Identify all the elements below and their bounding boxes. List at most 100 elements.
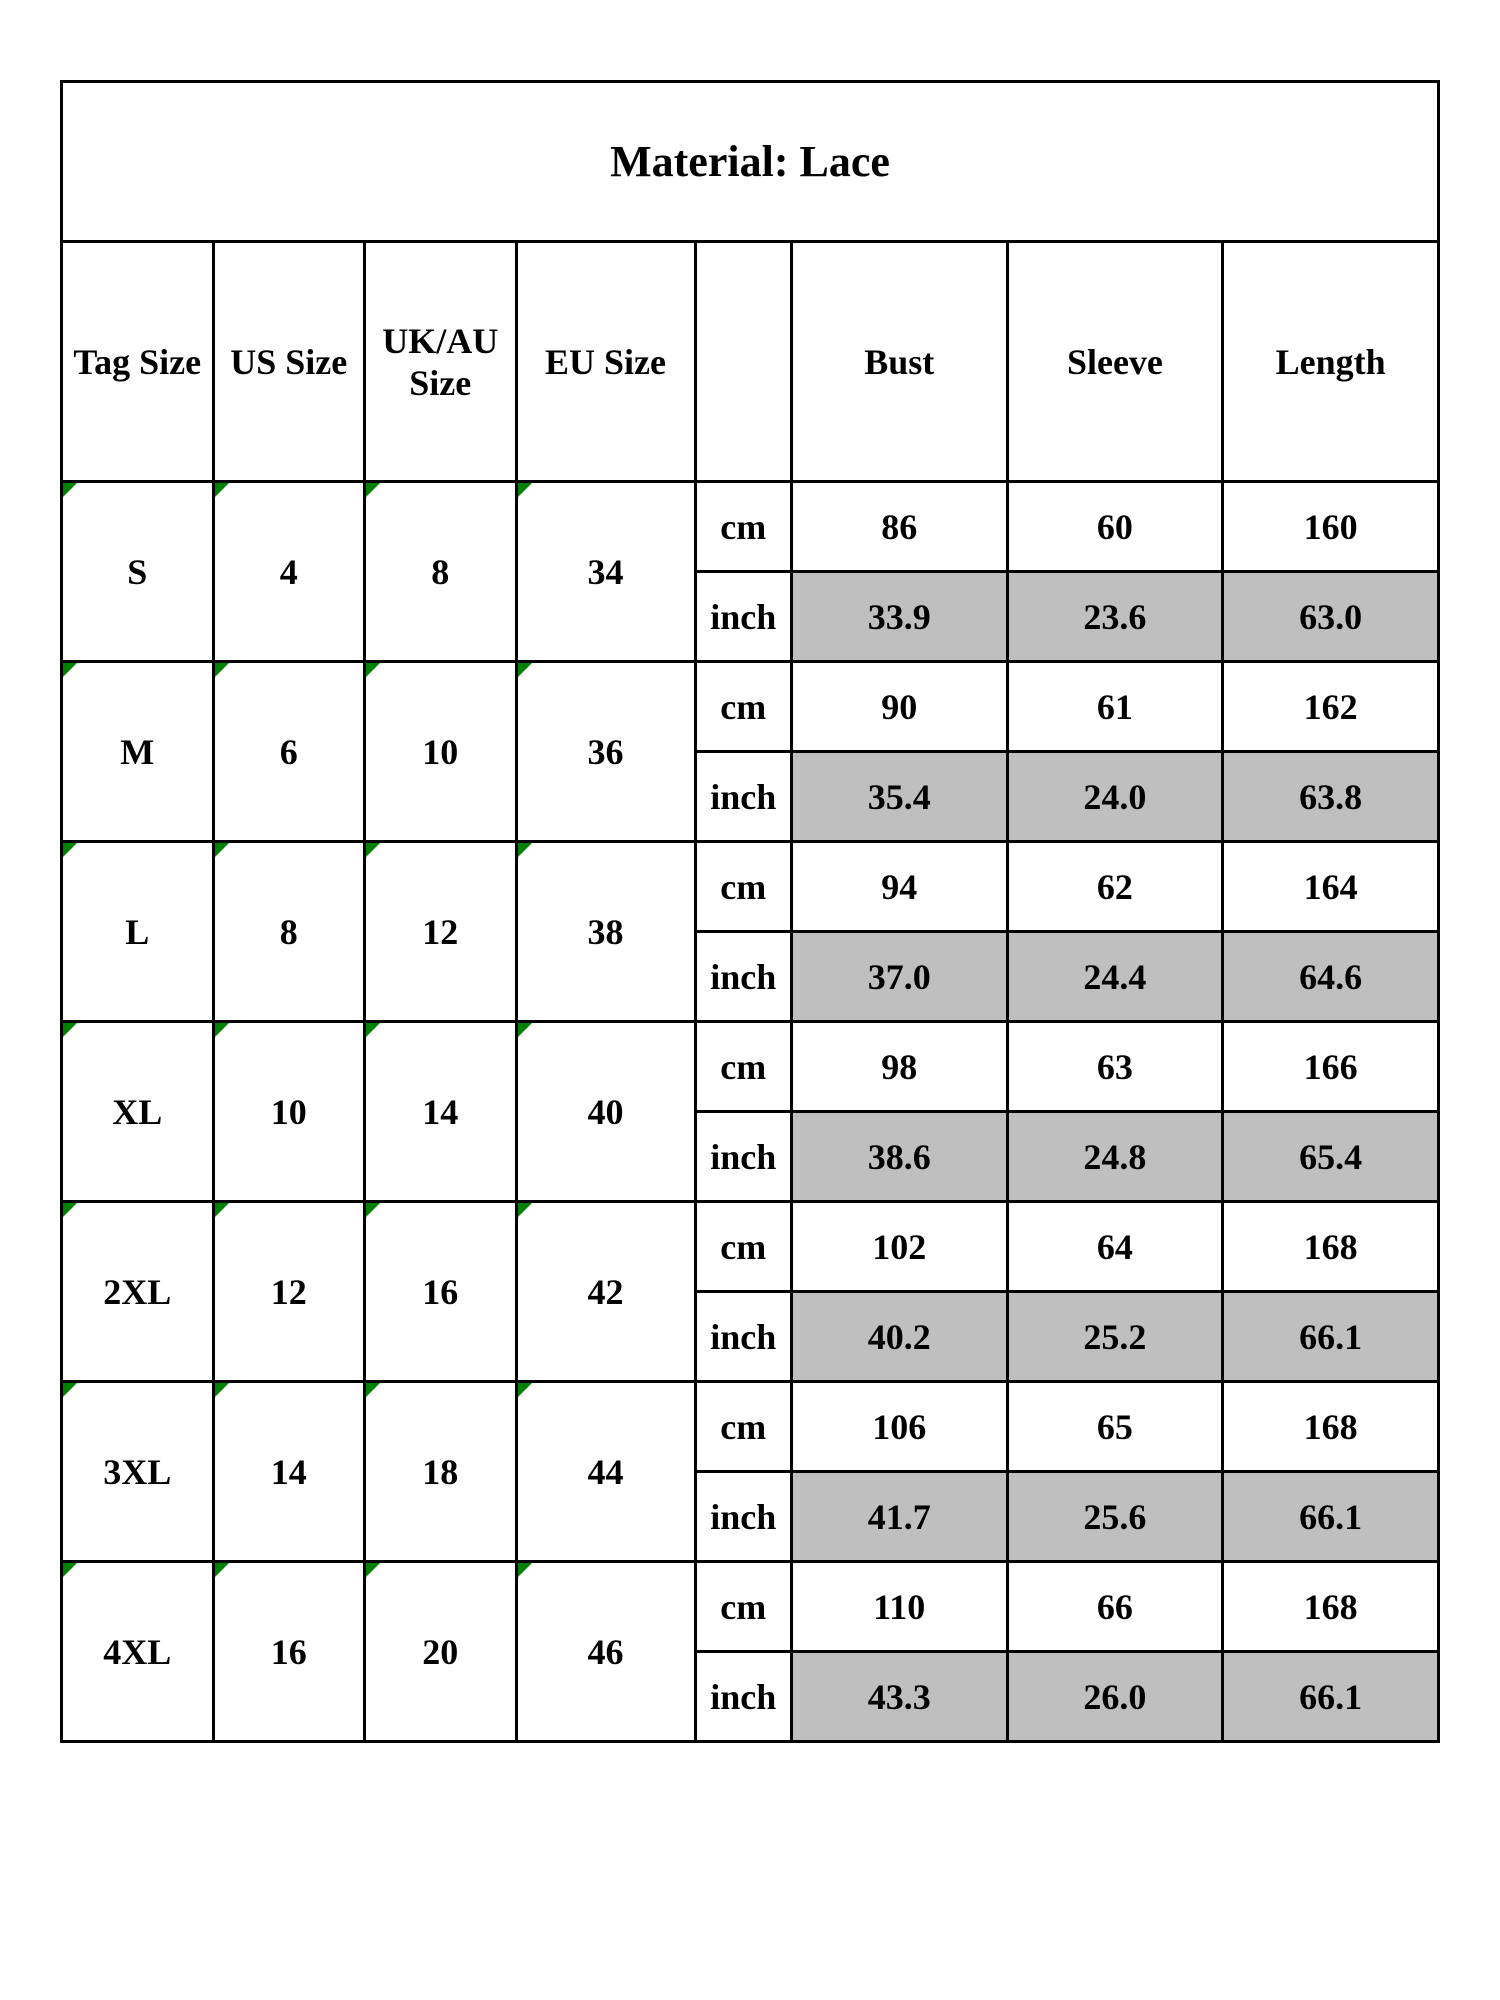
cell-length-inch: 63.8 <box>1223 752 1439 842</box>
cell-eu-size: 38 <box>516 842 695 1022</box>
cell-uk-au-size: 16 <box>365 1202 517 1382</box>
cell-bust-cm: 90 <box>791 662 1007 752</box>
cell-sleeve-inch: 23.6 <box>1007 572 1223 662</box>
table-row: S4834cm8660160 <box>62 482 1439 572</box>
cell-unit-inch: inch <box>695 1652 791 1742</box>
cell-bust-inch: 35.4 <box>791 752 1007 842</box>
table-row: 4XL162046cm11066168 <box>62 1562 1439 1652</box>
cell-sleeve-inch: 24.0 <box>1007 752 1223 842</box>
cell-sleeve-cm: 60 <box>1007 482 1223 572</box>
cell-us-size: 8 <box>213 842 365 1022</box>
cell-tag-size: 4XL <box>62 1562 214 1742</box>
cell-length-inch: 66.1 <box>1223 1472 1439 1562</box>
cell-bust-cm: 86 <box>791 482 1007 572</box>
cell-unit-inch: inch <box>695 752 791 842</box>
table-row: L81238cm9462164 <box>62 842 1439 932</box>
size-chart-table: Material: Lace Tag Size US Size UK/AU Si… <box>60 80 1440 1743</box>
cell-eu-size: 34 <box>516 482 695 662</box>
cell-tag-size: L <box>62 842 214 1022</box>
cell-tag-size: S <box>62 482 214 662</box>
cell-us-size: 14 <box>213 1382 365 1562</box>
cell-eu-size: 42 <box>516 1202 695 1382</box>
cell-length-inch: 63.0 <box>1223 572 1439 662</box>
cell-uk-au-size: 18 <box>365 1382 517 1562</box>
cell-unit-cm: cm <box>695 482 791 572</box>
table-row: M61036cm9061162 <box>62 662 1439 752</box>
cell-sleeve-inch: 24.8 <box>1007 1112 1223 1202</box>
cell-sleeve-cm: 63 <box>1007 1022 1223 1112</box>
cell-bust-inch: 33.9 <box>791 572 1007 662</box>
cell-uk-au-size: 8 <box>365 482 517 662</box>
cell-unit-cm: cm <box>695 1022 791 1112</box>
header-bust: Bust <box>791 242 1007 482</box>
table-row: 2XL121642cm10264168 <box>62 1202 1439 1292</box>
cell-unit-cm: cm <box>695 1382 791 1472</box>
header-us-size: US Size <box>213 242 365 482</box>
cell-bust-inch: 43.3 <box>791 1652 1007 1742</box>
cell-eu-size: 46 <box>516 1562 695 1742</box>
cell-length-inch: 66.1 <box>1223 1292 1439 1382</box>
cell-us-size: 10 <box>213 1022 365 1202</box>
cell-tag-size: 3XL <box>62 1382 214 1562</box>
cell-length-cm: 166 <box>1223 1022 1439 1112</box>
table-row: XL101440cm9863166 <box>62 1022 1439 1112</box>
cell-us-size: 12 <box>213 1202 365 1382</box>
header-row: Tag Size US Size UK/AU Size EU Size Bust… <box>62 242 1439 482</box>
header-tag-size: Tag Size <box>62 242 214 482</box>
cell-eu-size: 40 <box>516 1022 695 1202</box>
cell-unit-cm: cm <box>695 842 791 932</box>
cell-eu-size: 44 <box>516 1382 695 1562</box>
cell-length-inch: 66.1 <box>1223 1652 1439 1742</box>
cell-unit-inch: inch <box>695 1112 791 1202</box>
header-sleeve: Sleeve <box>1007 242 1223 482</box>
cell-us-size: 4 <box>213 482 365 662</box>
cell-unit-inch: inch <box>695 1292 791 1382</box>
cell-unit-inch: inch <box>695 1472 791 1562</box>
cell-length-inch: 65.4 <box>1223 1112 1439 1202</box>
cell-us-size: 16 <box>213 1562 365 1742</box>
cell-eu-size: 36 <box>516 662 695 842</box>
cell-unit-cm: cm <box>695 1202 791 1292</box>
table-body: S4834cm8660160inch33.923.663.0M61036cm90… <box>62 482 1439 1742</box>
cell-bust-cm: 110 <box>791 1562 1007 1652</box>
cell-sleeve-inch: 24.4 <box>1007 932 1223 1022</box>
cell-tag-size: M <box>62 662 214 842</box>
cell-bust-inch: 38.6 <box>791 1112 1007 1202</box>
cell-unit-inch: inch <box>695 572 791 662</box>
cell-sleeve-cm: 62 <box>1007 842 1223 932</box>
cell-uk-au-size: 10 <box>365 662 517 842</box>
cell-unit-cm: cm <box>695 1562 791 1652</box>
cell-length-cm: 162 <box>1223 662 1439 752</box>
cell-sleeve-inch: 25.2 <box>1007 1292 1223 1382</box>
cell-bust-cm: 106 <box>791 1382 1007 1472</box>
cell-sleeve-cm: 64 <box>1007 1202 1223 1292</box>
cell-tag-size: 2XL <box>62 1202 214 1382</box>
cell-uk-au-size: 14 <box>365 1022 517 1202</box>
cell-length-cm: 160 <box>1223 482 1439 572</box>
cell-tag-size: XL <box>62 1022 214 1202</box>
cell-uk-au-size: 12 <box>365 842 517 1022</box>
cell-bust-cm: 102 <box>791 1202 1007 1292</box>
cell-sleeve-cm: 61 <box>1007 662 1223 752</box>
cell-length-inch: 64.6 <box>1223 932 1439 1022</box>
cell-sleeve-cm: 65 <box>1007 1382 1223 1472</box>
cell-uk-au-size: 20 <box>365 1562 517 1742</box>
cell-length-cm: 168 <box>1223 1562 1439 1652</box>
cell-us-size: 6 <box>213 662 365 842</box>
cell-length-cm: 168 <box>1223 1202 1439 1292</box>
header-length: Length <box>1223 242 1439 482</box>
cell-sleeve-cm: 66 <box>1007 1562 1223 1652</box>
title-row: Material: Lace <box>62 82 1439 242</box>
cell-unit-inch: inch <box>695 932 791 1022</box>
cell-bust-inch: 37.0 <box>791 932 1007 1022</box>
cell-bust-inch: 40.2 <box>791 1292 1007 1382</box>
cell-unit-cm: cm <box>695 662 791 752</box>
header-eu-size: EU Size <box>516 242 695 482</box>
header-unit-blank <box>695 242 791 482</box>
cell-bust-inch: 41.7 <box>791 1472 1007 1562</box>
cell-length-cm: 168 <box>1223 1382 1439 1472</box>
cell-length-cm: 164 <box>1223 842 1439 932</box>
header-uk-au-size: UK/AU Size <box>365 242 517 482</box>
cell-bust-cm: 94 <box>791 842 1007 932</box>
table-row: 3XL141844cm10665168 <box>62 1382 1439 1472</box>
